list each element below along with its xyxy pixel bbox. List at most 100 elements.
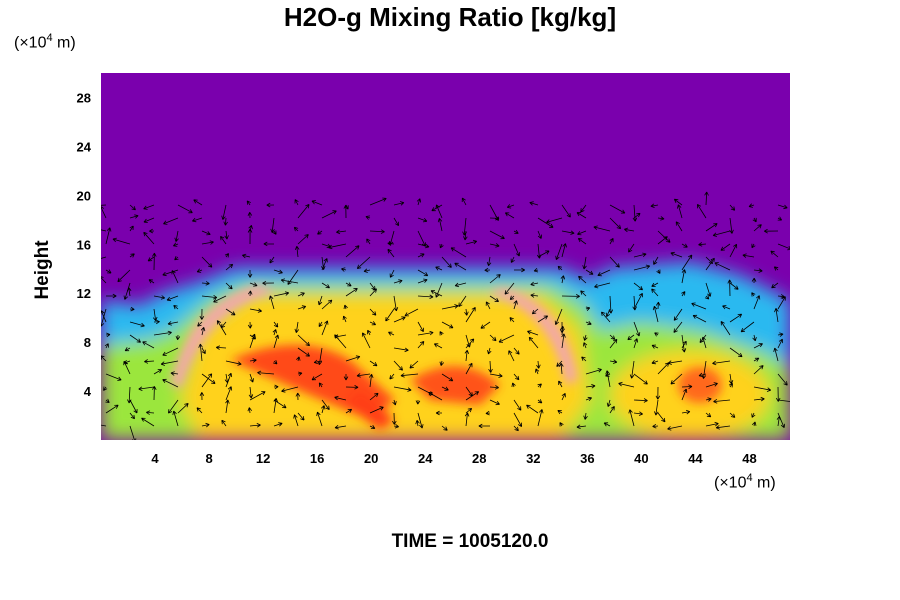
wind-vector-197 bbox=[651, 282, 659, 287]
wind-vector-54 bbox=[697, 203, 707, 219]
wind-vector-21 bbox=[609, 204, 626, 214]
x-tick-4: 20 bbox=[364, 451, 378, 466]
wind-vector-411 bbox=[225, 372, 233, 388]
wind-vector-121 bbox=[224, 253, 229, 258]
wind-vector-221 bbox=[530, 293, 539, 298]
wind-vector-361 bbox=[409, 360, 419, 369]
wind-vector-2 bbox=[143, 204, 155, 210]
wind-vector-93 bbox=[247, 228, 253, 245]
wind-vector-462 bbox=[753, 396, 765, 402]
wind-vector-440 bbox=[225, 386, 233, 401]
y-tick-3: 16 bbox=[77, 237, 91, 252]
wind-vector-55 bbox=[729, 217, 734, 234]
wind-vector-265 bbox=[197, 321, 203, 327]
wind-vector-134 bbox=[537, 250, 550, 258]
wind-vector-187 bbox=[417, 278, 428, 284]
wind-vector-330 bbox=[361, 332, 371, 349]
wind-vector-309 bbox=[560, 325, 565, 336]
wind-vector-360 bbox=[393, 360, 403, 371]
wind-vector-56 bbox=[752, 217, 757, 223]
x-tick-5: 24 bbox=[418, 451, 433, 466]
wind-vector-184 bbox=[345, 282, 352, 287]
wind-vector-363 bbox=[464, 349, 470, 362]
wind-vector-369 bbox=[609, 359, 618, 364]
wind-vector-135 bbox=[561, 243, 567, 258]
wind-vector-174 bbox=[101, 276, 107, 284]
wind-vector-424 bbox=[537, 383, 542, 388]
wind-vector-19 bbox=[561, 204, 571, 218]
wind-vector-303 bbox=[417, 330, 434, 336]
wind-vector-304 bbox=[439, 331, 444, 336]
wind-vector-359 bbox=[369, 360, 378, 367]
wind-vector-401 bbox=[670, 373, 683, 385]
mixing-ratio-field bbox=[101, 262, 790, 440]
wind-vector-362 bbox=[439, 360, 445, 366]
wind-vector-423 bbox=[511, 382, 516, 388]
wind-vector-333 bbox=[433, 343, 443, 349]
wind-vector-474 bbox=[345, 408, 353, 414]
wind-vector-425 bbox=[558, 380, 563, 388]
wind-vector-521 bbox=[776, 416, 782, 427]
wind-vector-23 bbox=[650, 203, 659, 208]
wind-vector-157 bbox=[389, 269, 395, 278]
wind-vector-437 bbox=[152, 386, 157, 401]
wind-vector-40 bbox=[365, 215, 371, 220]
wind-vector-133 bbox=[510, 256, 515, 263]
wind-vector-155 bbox=[341, 267, 347, 272]
wind-vector-484 bbox=[583, 412, 588, 420]
wind-vector-85 bbox=[753, 224, 762, 232]
wind-vector-29 bbox=[101, 206, 107, 219]
wind-vector-501 bbox=[293, 414, 299, 427]
wind-vector-414 bbox=[281, 386, 299, 393]
wind-vector-60 bbox=[149, 228, 155, 234]
wind-vector-478 bbox=[435, 410, 442, 416]
wind-vector-325 bbox=[249, 333, 256, 349]
wind-vector-98 bbox=[366, 238, 371, 245]
wind-vector-420 bbox=[441, 386, 449, 391]
wind-vector-73 bbox=[463, 230, 468, 241]
wind-vector-204 bbox=[126, 287, 132, 297]
wind-vector-403 bbox=[728, 373, 734, 385]
wind-vector-471 bbox=[273, 398, 278, 414]
wind-vector-231 bbox=[777, 294, 785, 299]
wind-vector-14 bbox=[431, 204, 443, 212]
wind-vector-143 bbox=[742, 253, 755, 258]
wind-vector-146 bbox=[117, 269, 131, 283]
wind-vector-182 bbox=[280, 278, 299, 284]
wind-vector-331 bbox=[393, 347, 409, 353]
wind-vector-209 bbox=[247, 290, 253, 297]
wind-vector-396 bbox=[559, 362, 564, 375]
wind-vector-390 bbox=[400, 373, 419, 378]
wind-vector-272 bbox=[369, 321, 377, 326]
wind-vector-487 bbox=[657, 412, 666, 423]
wind-vector-117 bbox=[129, 253, 135, 258]
wind-vector-28 bbox=[777, 204, 788, 210]
wind-vector-469 bbox=[225, 399, 230, 414]
wind-vector-119 bbox=[174, 255, 179, 261]
wind-vector-427 bbox=[605, 370, 611, 388]
wind-vector-168 bbox=[656, 269, 661, 274]
wind-vector-27 bbox=[748, 203, 755, 208]
wind-vector-90 bbox=[172, 242, 179, 247]
wind-vector-101 bbox=[439, 243, 444, 249]
wind-vector-306 bbox=[489, 334, 497, 342]
wind-vector-459 bbox=[681, 388, 688, 401]
wind-vector-470 bbox=[247, 407, 253, 414]
wind-vector-384 bbox=[257, 370, 275, 376]
wind-vector-283 bbox=[633, 321, 641, 337]
wind-vector-198 bbox=[681, 269, 687, 284]
wind-vector-89 bbox=[143, 231, 155, 245]
wind-vector-148 bbox=[162, 269, 179, 277]
wind-vector-158 bbox=[417, 269, 429, 277]
wind-vector-180 bbox=[249, 282, 258, 287]
wind-vector-500 bbox=[273, 422, 283, 427]
wind-vector-438 bbox=[168, 399, 179, 414]
y-tick-6: 28 bbox=[77, 90, 91, 105]
wind-vector-48 bbox=[546, 217, 563, 224]
wind-vector-195 bbox=[594, 282, 611, 289]
wind-vector-41 bbox=[393, 217, 399, 227]
wind-vector-489 bbox=[705, 412, 712, 418]
wind-vector-257 bbox=[691, 302, 707, 310]
wind-vector-520 bbox=[752, 421, 757, 427]
wind-vector-112 bbox=[698, 242, 707, 247]
